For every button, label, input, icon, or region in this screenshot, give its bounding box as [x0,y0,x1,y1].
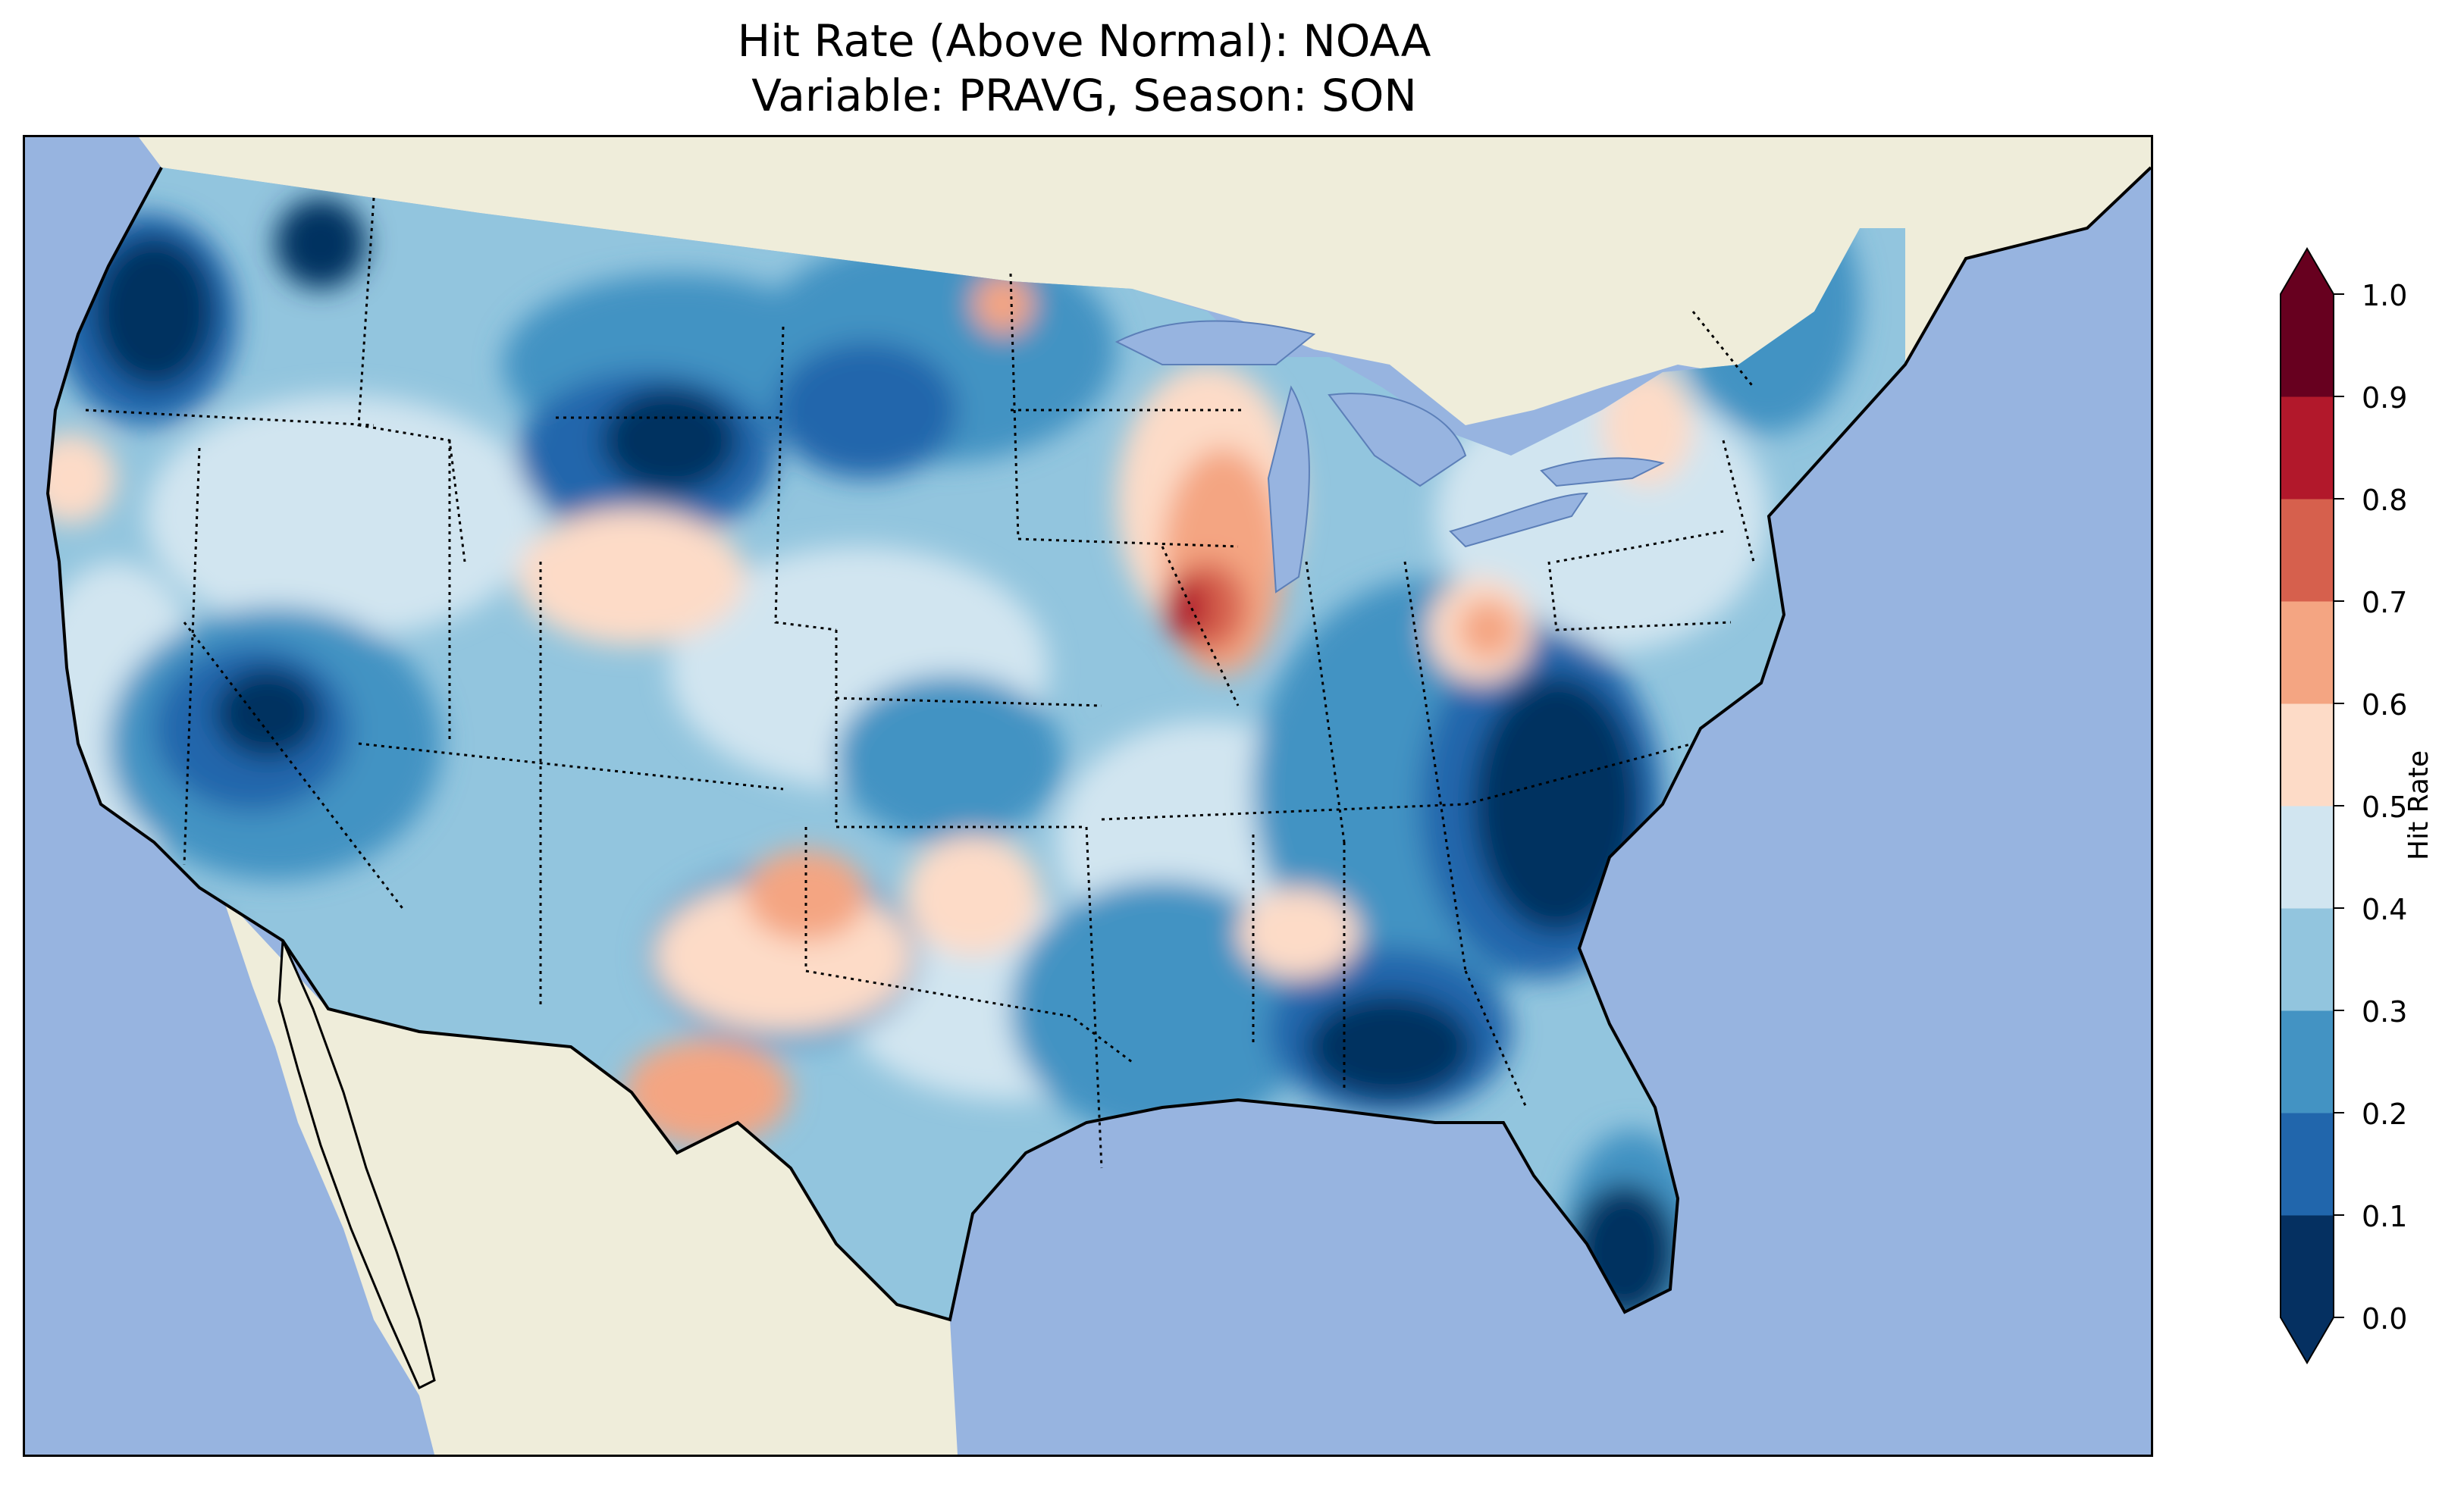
colorbar-tick-6: 0.6 [2362,688,2408,722]
colorbar-label: Hit Rate [2403,750,2434,860]
chart-title-line2: Variable: PRAVG, Season: SON [751,70,1417,121]
colorbar-segment [2281,908,2334,1011]
colorbar-segment [2281,294,2334,397]
colorbar-tick-8: 0.8 [2362,484,2408,517]
colorbar-segment [2281,1010,2334,1113]
colorbar [2273,241,2344,1364]
colorbar-extend-min [2281,1317,2334,1363]
great-lakes [1114,320,1665,594]
colorbar-tick-4: 0.4 [2362,893,2408,926]
colorbar-tick-7: 0.7 [2362,586,2408,619]
state-borders [85,197,1755,1169]
canada-land [25,137,2151,425]
colorbar-segment [2281,1113,2334,1216]
colorbar-segment [2281,703,2334,807]
colorbar-tick-5: 0.5 [2362,791,2408,824]
colorbar-segment [2281,1215,2334,1318]
colorbar-tick-10: 1.0 [2362,279,2408,312]
colorbar-tick-9: 0.9 [2362,381,2408,415]
colorbar-tick-2: 0.2 [2362,1098,2408,1131]
colorbar-extend-max [2281,249,2334,294]
colorbar-segment [2281,806,2334,909]
map-svg [25,137,2151,1455]
coastline [45,166,2151,1322]
colorbar-segment [2281,396,2334,500]
baja-land [277,940,436,1390]
colorbar-tick-3: 0.3 [2362,995,2408,1029]
chart-title-line1: Hit Rate (Above Normal): NOAA [737,15,1431,67]
colorbar-segment [2281,601,2334,704]
colorbar-tick-1: 0.1 [2362,1200,2408,1233]
colorbar-svg [2280,247,2344,1364]
hit-rate-field [48,168,1905,1320]
colorbar-tick-0: 0.0 [2362,1302,2408,1336]
colorbar-segment [2281,499,2334,602]
map-panel [23,135,2153,1457]
